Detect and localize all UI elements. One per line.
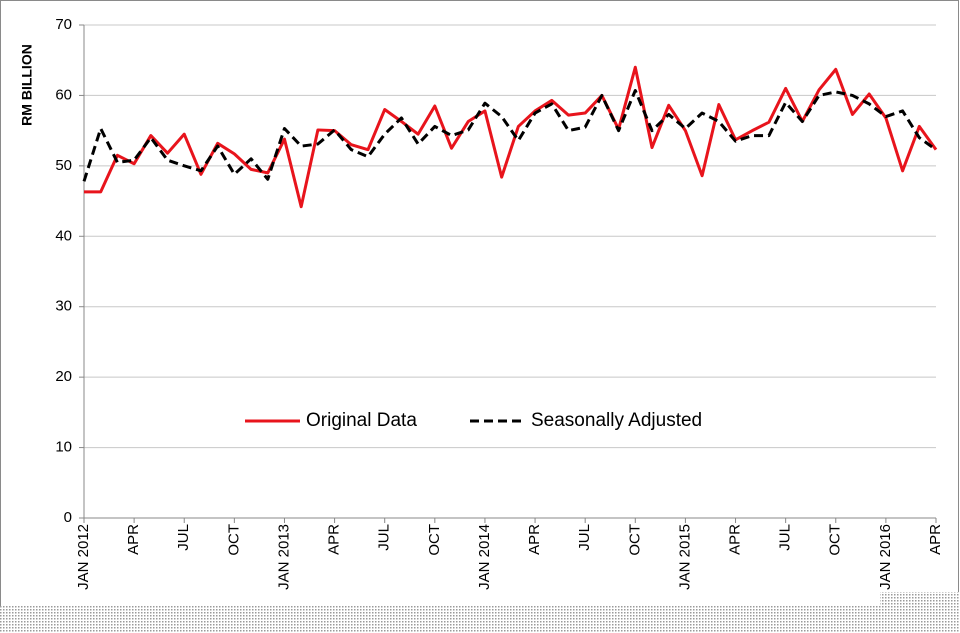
legend-label: Original Data	[306, 410, 417, 431]
x-tick-label: JUL	[175, 524, 192, 551]
y-tick-label: 10	[55, 439, 72, 456]
data-line	[82, 88, 937, 182]
x-tick-label: OCT	[426, 524, 443, 556]
y-tick-label: 40	[55, 227, 72, 244]
x-tick-label: APR	[326, 524, 343, 555]
x-tick-label: APR	[927, 524, 944, 555]
y-tick-label: 60	[55, 86, 72, 103]
x-tick-label: OCT	[626, 524, 643, 556]
data-line	[84, 65, 938, 209]
plot: 0 10 20 30 40 50 60 70 JAN 2012 APR JUL OCT JAN 2013…	[55, 16, 944, 590]
legend-label: Seasonally Adjusted	[531, 410, 702, 431]
screenshot-band	[0, 606, 880, 633]
x-tick-label: JUL	[576, 524, 593, 551]
y-tick-label: 20	[55, 368, 72, 385]
x-tick-label: OCT	[827, 524, 844, 556]
x-tick-label: JUL	[777, 524, 794, 551]
x-tick-label: JAN 2015	[676, 524, 693, 590]
x-tick-label: JAN 2012	[75, 524, 92, 590]
y-tick-label: 0	[64, 509, 72, 526]
x-tick-label: APR	[726, 524, 743, 555]
y-tick-label: 70	[55, 16, 72, 33]
x-tick-label: JAN 2016	[877, 524, 894, 590]
x-tick-label: JAN 2014	[476, 524, 493, 590]
y-tick-label: 50	[55, 157, 72, 174]
x-tick-label: APR	[526, 524, 543, 555]
y-tick-label: 30	[55, 298, 72, 315]
x-tick-label: OCT	[225, 524, 242, 556]
x-tick-label: APR	[125, 524, 142, 555]
x-tick-label: JUL	[376, 524, 393, 551]
x-tick-label: JAN 2013	[275, 524, 292, 590]
screenshot-band	[880, 592, 960, 633]
y-axis-label: RM BILLION	[19, 44, 35, 126]
